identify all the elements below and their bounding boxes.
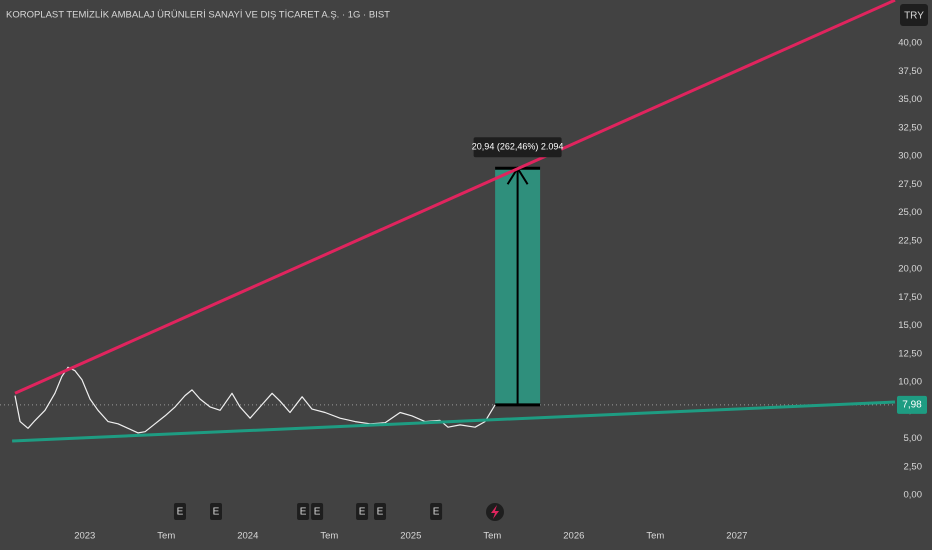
last-price-label: 7,98: [902, 399, 922, 410]
x-tick-label: 2025: [400, 531, 421, 542]
event-label: E: [377, 507, 384, 518]
event-icon: [356, 503, 369, 520]
event-icon: [374, 503, 387, 520]
y-tick-label: 35,00: [898, 94, 922, 105]
measure-label: 20,94 (262,46%) 2.094: [472, 142, 564, 152]
x-tick-label: Tem: [157, 531, 175, 542]
x-tick-label: 2027: [726, 531, 747, 542]
event-icon: [430, 503, 443, 520]
lightning-icon: [486, 503, 504, 521]
event-icon: [297, 503, 310, 520]
y-tick-label: 32,50: [898, 122, 922, 133]
y-tick-label: 12,50: [898, 348, 922, 359]
y-tick-label: 15,00: [898, 320, 922, 331]
x-tick-label: Tem: [483, 531, 501, 542]
currency-box[interactable]: [900, 4, 928, 26]
event-label: E: [359, 507, 366, 518]
measure-label-box: [473, 137, 562, 158]
event-label: E: [300, 507, 307, 518]
event-label: E: [177, 507, 184, 518]
event-icon: [311, 503, 324, 520]
x-tick-label: 2024: [237, 531, 258, 542]
x-tick-label: Tem: [646, 531, 664, 542]
event-label: E: [314, 507, 321, 518]
y-tick-label: 17,50: [898, 292, 922, 303]
event-icon: [210, 503, 223, 520]
x-tick-label: 2026: [563, 531, 584, 542]
y-tick-label: 40,00: [898, 38, 922, 49]
y-tick-label: 5,00: [904, 433, 923, 444]
y-tick-label: 20,00: [898, 264, 922, 275]
last-price-box: [897, 395, 927, 414]
chart-title: KOROPLAST TEMİZLİK AMBALAJ ÜRÜNLERİ SANA…: [6, 10, 390, 21]
event-label: E: [433, 507, 440, 518]
y-tick-label: 37,50: [898, 66, 922, 77]
trend-line: [12, 400, 896, 443]
price-line: [14, 366, 496, 434]
trend-line: [14, 0, 896, 395]
y-tick-label: 27,50: [898, 179, 922, 190]
y-tick-label: 30,00: [898, 151, 922, 162]
y-tick-label: 25,00: [898, 207, 922, 218]
event-icon: [173, 503, 186, 520]
y-tick-label: 2,50: [904, 461, 923, 472]
x-tick-label: 2023: [74, 531, 95, 542]
event-label: E: [213, 507, 220, 518]
y-tick-label: 10,00: [898, 377, 922, 388]
y-tick-label: 0,00: [904, 490, 923, 501]
y-tick-label: 22,50: [898, 235, 922, 246]
x-tick-label: Tem: [320, 531, 338, 542]
currency[interactable]: TRY: [904, 11, 924, 22]
